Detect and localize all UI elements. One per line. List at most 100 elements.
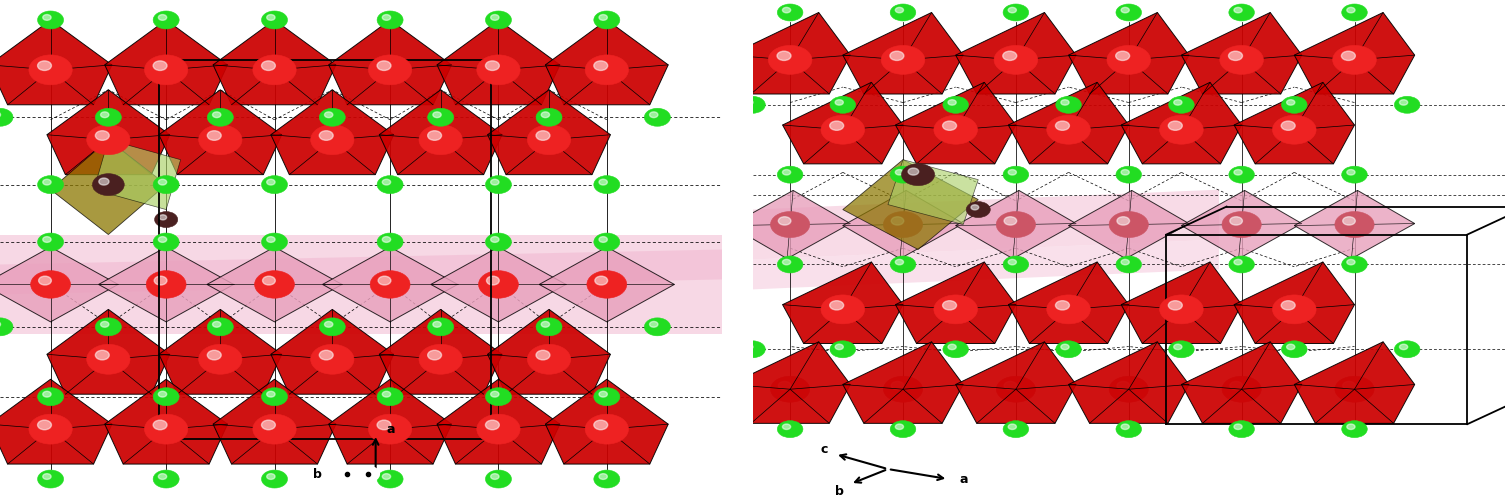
Polygon shape: [783, 82, 903, 164]
Circle shape: [585, 414, 629, 444]
Circle shape: [262, 176, 287, 194]
Circle shape: [778, 4, 804, 21]
Circle shape: [1281, 301, 1296, 310]
Circle shape: [971, 205, 978, 210]
Polygon shape: [843, 12, 963, 94]
Circle shape: [1168, 341, 1195, 358]
Circle shape: [769, 45, 813, 74]
Circle shape: [154, 11, 179, 29]
Circle shape: [319, 318, 345, 336]
Circle shape: [1273, 115, 1317, 144]
Circle shape: [933, 115, 978, 144]
Circle shape: [310, 125, 354, 155]
Polygon shape: [271, 90, 394, 175]
Circle shape: [594, 470, 620, 488]
Circle shape: [996, 212, 1035, 238]
Circle shape: [378, 420, 391, 430]
Circle shape: [1230, 217, 1243, 225]
Polygon shape: [436, 20, 560, 105]
Polygon shape: [1234, 262, 1354, 343]
Circle shape: [1047, 295, 1090, 324]
Circle shape: [1057, 341, 1081, 358]
Circle shape: [1228, 256, 1255, 273]
Polygon shape: [160, 90, 281, 175]
Circle shape: [536, 318, 561, 336]
Circle shape: [1230, 381, 1243, 390]
Circle shape: [1347, 7, 1355, 13]
Circle shape: [1117, 256, 1142, 273]
Circle shape: [1333, 45, 1377, 74]
Circle shape: [778, 166, 804, 183]
Circle shape: [594, 233, 620, 251]
Circle shape: [325, 321, 333, 327]
Polygon shape: [1294, 342, 1415, 423]
Circle shape: [995, 45, 1038, 74]
Circle shape: [38, 176, 63, 194]
Circle shape: [835, 344, 843, 350]
Circle shape: [369, 55, 412, 85]
Circle shape: [942, 96, 969, 113]
Polygon shape: [0, 250, 722, 294]
Circle shape: [319, 108, 345, 126]
Polygon shape: [956, 191, 1076, 258]
Circle shape: [1174, 344, 1181, 350]
Circle shape: [382, 179, 391, 185]
Circle shape: [1121, 170, 1129, 175]
Circle shape: [38, 388, 63, 406]
Circle shape: [1061, 100, 1069, 105]
Circle shape: [158, 391, 167, 397]
Polygon shape: [539, 247, 674, 322]
Circle shape: [95, 350, 110, 360]
Circle shape: [1004, 217, 1017, 225]
Polygon shape: [99, 247, 233, 322]
Circle shape: [486, 470, 512, 488]
Circle shape: [1055, 301, 1070, 310]
Circle shape: [1342, 4, 1368, 21]
Circle shape: [382, 237, 391, 243]
Circle shape: [835, 100, 843, 105]
Circle shape: [1008, 7, 1016, 13]
Circle shape: [38, 61, 51, 70]
Circle shape: [882, 45, 926, 74]
Circle shape: [0, 318, 14, 336]
Circle shape: [1047, 115, 1090, 144]
Circle shape: [310, 344, 354, 374]
Circle shape: [486, 233, 512, 251]
Polygon shape: [956, 12, 1076, 94]
Circle shape: [146, 270, 187, 298]
Circle shape: [966, 202, 990, 218]
Circle shape: [486, 176, 512, 194]
Circle shape: [336, 467, 358, 482]
Circle shape: [783, 259, 790, 265]
Circle shape: [1342, 256, 1368, 273]
Circle shape: [948, 100, 956, 105]
Circle shape: [1347, 424, 1355, 430]
Circle shape: [1168, 301, 1183, 310]
Circle shape: [1342, 381, 1356, 390]
Polygon shape: [430, 247, 566, 322]
Circle shape: [0, 108, 14, 126]
Circle shape: [144, 414, 188, 444]
Circle shape: [594, 420, 608, 430]
Circle shape: [42, 391, 51, 397]
Circle shape: [319, 131, 333, 140]
Circle shape: [831, 341, 855, 358]
Circle shape: [491, 237, 500, 243]
Circle shape: [208, 318, 233, 336]
Polygon shape: [1008, 262, 1129, 343]
Text: b: b: [835, 485, 844, 498]
Circle shape: [1287, 344, 1294, 350]
Polygon shape: [47, 90, 170, 175]
Polygon shape: [379, 309, 503, 394]
Circle shape: [208, 350, 221, 360]
Circle shape: [1341, 51, 1356, 60]
Circle shape: [378, 276, 391, 285]
Circle shape: [1335, 212, 1374, 238]
Circle shape: [1002, 4, 1029, 21]
Circle shape: [1061, 344, 1069, 350]
Circle shape: [99, 178, 108, 185]
Circle shape: [154, 470, 179, 488]
Circle shape: [1002, 166, 1029, 183]
Polygon shape: [160, 309, 281, 394]
Circle shape: [486, 61, 500, 70]
